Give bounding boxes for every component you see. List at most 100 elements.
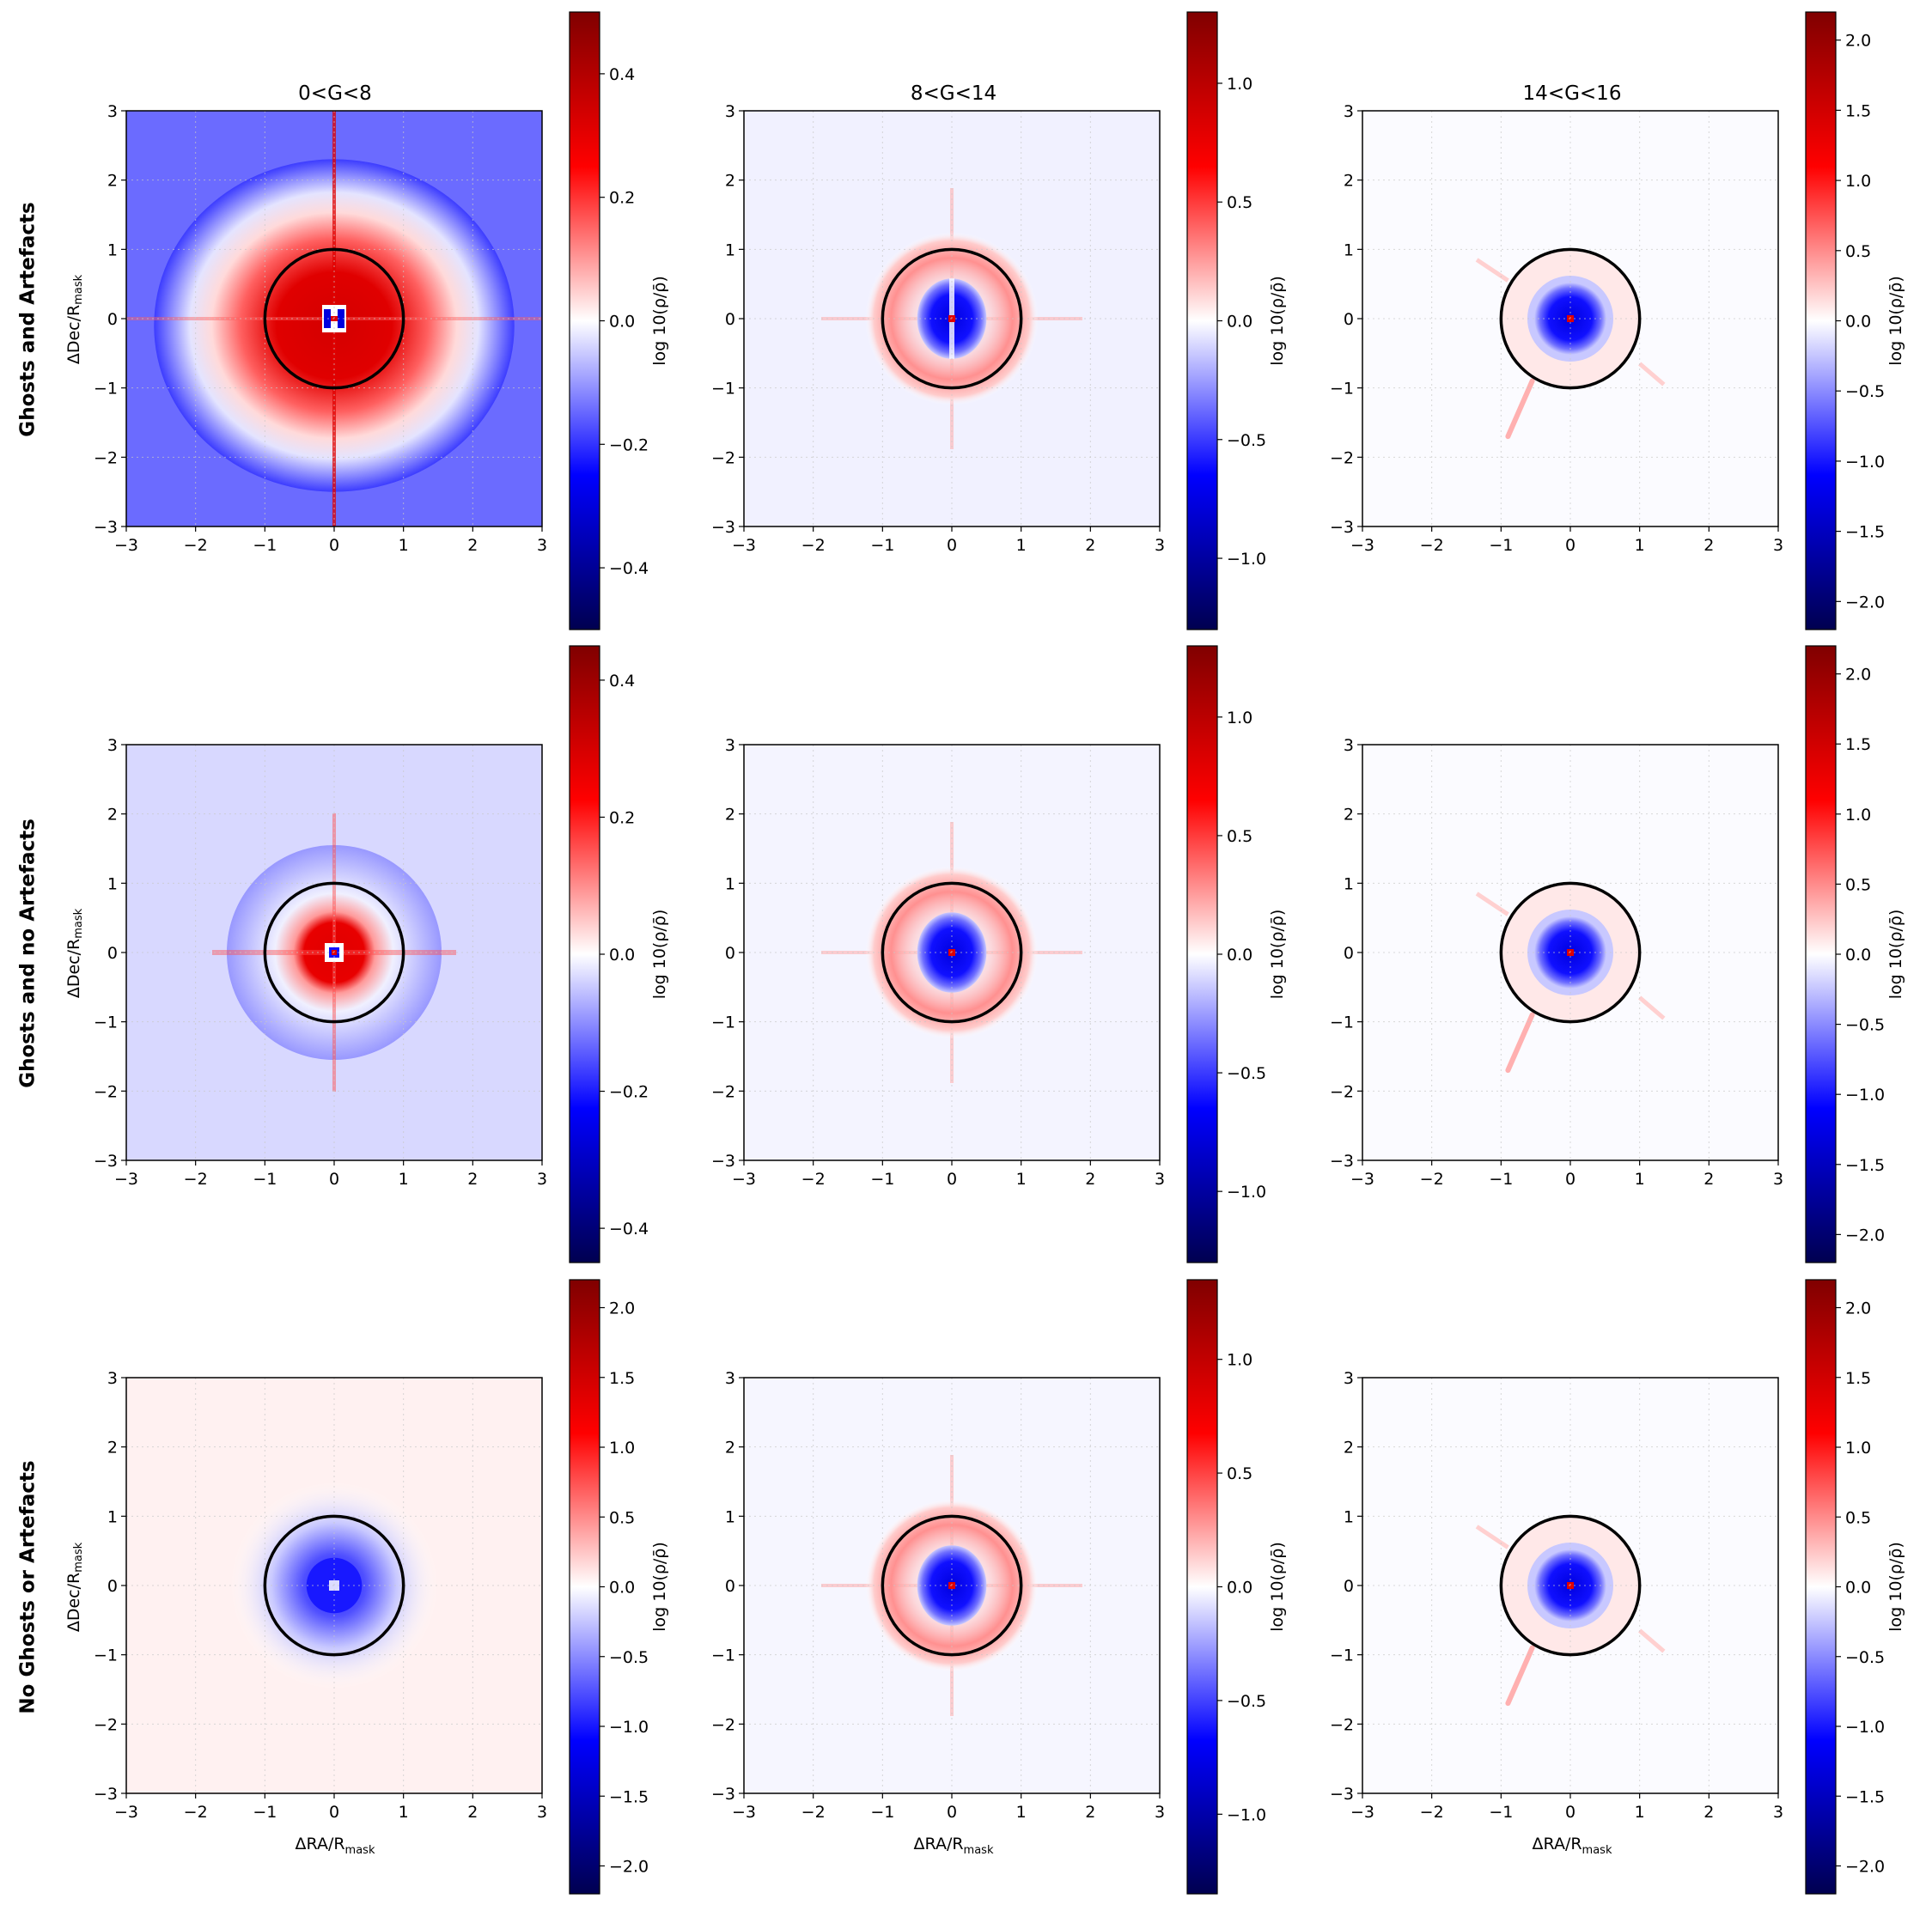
mask-circle xyxy=(1499,1514,1642,1657)
x-tick-label: −1 xyxy=(253,1803,277,1822)
colorbar-tick-label: −0.5 xyxy=(609,1648,649,1667)
colorbar-tick-label: 0.0 xyxy=(1227,1579,1252,1598)
colorbar-tick-label: 0.2 xyxy=(609,808,635,827)
y-tick-label: −1 xyxy=(1330,1646,1354,1665)
y-tick-label: −1 xyxy=(94,1646,118,1665)
y-tick-label: −3 xyxy=(711,1785,735,1804)
colorbar-tick-label: −2.0 xyxy=(1845,593,1885,612)
colorbar-gradient xyxy=(1805,1279,1837,1895)
x-tick-label: 1 xyxy=(1635,1170,1645,1189)
colorbar-tick-label: 2.0 xyxy=(1845,666,1871,685)
colorbar-tick-label: 0.5 xyxy=(609,1508,635,1527)
x-tick-label: 3 xyxy=(1773,536,1783,555)
x-tick-label: 0 xyxy=(947,536,957,555)
y-tick-label: 1 xyxy=(107,1507,118,1526)
colorbar-tick-label: −1.0 xyxy=(1227,550,1266,569)
x-tick-label: 0 xyxy=(1565,1803,1575,1822)
y-tick-label: −3 xyxy=(94,518,118,537)
mask-circle xyxy=(1499,881,1642,1024)
colorbar-gradient xyxy=(1186,645,1218,1263)
x-tick-label: −2 xyxy=(1420,536,1444,555)
y-tick-label: −1 xyxy=(1330,380,1354,399)
colorbar-tick-label: −0.4 xyxy=(609,1220,649,1239)
x-tick-label: 0 xyxy=(947,1170,957,1189)
y-tick-label: 2 xyxy=(1344,806,1354,825)
svg-text:ΔDec/Rmask: ΔDec/Rmask xyxy=(64,274,85,364)
y-tick-label: −1 xyxy=(1330,1013,1354,1032)
y-tick-label: 2 xyxy=(725,1439,735,1458)
x-tick-label: 2 xyxy=(1703,1170,1714,1189)
panel-1-1: −3 −2 −1 0 1 2 3 −3 −2 −1 0 1 2 3 −1.0 −0.5 0.0 0.5 1.0 log… xyxy=(711,645,1287,1263)
panel-0-2: −3 −2 −1 0 1 2 3 −3 −2 −1 0 1 2 3 −2.0 −1.5 −1.0 −0.5 0.0 0… xyxy=(1330,11,1905,630)
y-tick-label: 1 xyxy=(1344,240,1354,259)
colorbar-tick-label: −0.5 xyxy=(1845,382,1885,401)
y-tick-label: 0 xyxy=(1344,310,1354,329)
y-tick-label: −2 xyxy=(1330,448,1354,467)
heatmap-image xyxy=(1362,1378,1778,1793)
colorbar-tick-label: 0.5 xyxy=(1845,242,1871,261)
mask-circle xyxy=(881,881,1023,1024)
x-tick-label: 0 xyxy=(329,1170,339,1189)
colorbar-label: log 10(ρ/ρ̄) xyxy=(650,1542,669,1632)
x-tick-label: −3 xyxy=(114,1803,138,1822)
colorbar-tick-label: 0.5 xyxy=(1227,193,1252,212)
colorbar-tick-label: 0.0 xyxy=(609,1579,635,1598)
mask-circle xyxy=(1499,247,1642,390)
x-tick-label: 3 xyxy=(537,536,547,555)
colorbar-tick-label: 0.0 xyxy=(1845,1579,1871,1598)
colorbar-label: log 10(ρ/ρ̄) xyxy=(1268,910,1287,1000)
x-tick-label: 2 xyxy=(1085,536,1095,555)
mask-circle xyxy=(263,247,405,390)
x-tick-label: 1 xyxy=(399,536,409,555)
x-tick-label: −3 xyxy=(1350,536,1374,555)
colorbar-tick-label: 0.0 xyxy=(1845,313,1871,332)
colorbar: −0.4 −0.2 0.0 0.2 0.4 log 10(ρ/ρ̄) xyxy=(569,645,669,1263)
colorbar-tick-label: 0.5 xyxy=(1845,1508,1871,1527)
panel-title-1: 8<G<14 xyxy=(911,82,996,105)
colorbar-gradient xyxy=(569,11,600,630)
colorbar-tick-label: −1.5 xyxy=(609,1787,649,1806)
colorbar: −2.0 −1.5 −1.0 −0.5 0.0 0.5 1.0 1.5 2.0 log 10(ρ/… xyxy=(569,1279,669,1895)
x-axis-label-0: ΔRA/Rmask xyxy=(296,1835,375,1857)
heatmap-image xyxy=(744,1378,1160,1793)
y-tick-label: −3 xyxy=(1330,1785,1354,1804)
colorbar-gradient xyxy=(1186,1279,1218,1895)
x-tick-label: 2 xyxy=(1703,536,1714,555)
colorbar-tick-label: 0.0 xyxy=(1227,313,1252,332)
x-tick-label: −2 xyxy=(184,1803,208,1822)
colorbar-tick-label: 0.0 xyxy=(1845,946,1871,965)
x-tick-label: −2 xyxy=(801,1803,826,1822)
x-tick-label: −1 xyxy=(1489,536,1513,555)
y-tick-label: 1 xyxy=(725,240,735,259)
y-tick-label: −3 xyxy=(94,1785,118,1804)
y-tick-label: 1 xyxy=(1344,874,1354,893)
panel-2-1: −3 −2 −1 0 1 2 3 −3 −2 −1 0 1 2 3 −1.0 −0.5 0.0 0.5 1.0 log… xyxy=(711,1279,1287,1895)
colorbar: −1.0 −0.5 0.0 0.5 1.0 log 10(ρ/ρ̄) xyxy=(1186,11,1287,630)
colorbar-tick-label: −2.0 xyxy=(1845,1226,1885,1245)
colorbar: −2.0 −1.5 −1.0 −0.5 0.0 0.5 1.0 1.5 2.0 log 10(ρ/… xyxy=(1805,645,1905,1263)
colorbar-tick-label: −1.0 xyxy=(1227,1183,1266,1202)
x-tick-label: 2 xyxy=(467,536,478,555)
x-tick-label: 3 xyxy=(1773,1170,1783,1189)
x-tick-label: −2 xyxy=(1420,1803,1444,1822)
y-axis-label-1: ΔDec/Rmask xyxy=(64,908,85,998)
x-tick-label: −2 xyxy=(801,1170,826,1189)
colorbar-tick-label: 1.0 xyxy=(1845,172,1871,191)
x-tick-label: 0 xyxy=(329,536,339,555)
y-tick-label: 0 xyxy=(107,944,118,963)
colorbar-tick-label: −1.0 xyxy=(609,1718,649,1737)
colorbar-tick-label: −0.4 xyxy=(609,559,649,578)
colorbar-label: log 10(ρ/ρ̄) xyxy=(1268,1542,1287,1632)
x-tick-label: 0 xyxy=(1565,1170,1575,1189)
x-tick-label: 1 xyxy=(1016,1170,1027,1189)
x-tick-label: −3 xyxy=(114,1170,138,1189)
colorbar-tick-label: 1.0 xyxy=(1227,709,1252,727)
colorbar-label: log 10(ρ/ρ̄) xyxy=(650,276,669,366)
panel-2-2: −3 −2 −1 0 1 2 3 −3 −2 −1 0 1 2 3 −2.0 −1.5 −1.0 −0.5 0.0 0… xyxy=(1330,1279,1905,1895)
colorbar-tick-label: 0.4 xyxy=(609,65,635,84)
y-tick-label: 0 xyxy=(725,310,735,329)
y-tick-label: 2 xyxy=(107,172,118,191)
colorbar-tick-label: 0.0 xyxy=(609,313,635,332)
x-tick-label: 3 xyxy=(1155,536,1165,555)
